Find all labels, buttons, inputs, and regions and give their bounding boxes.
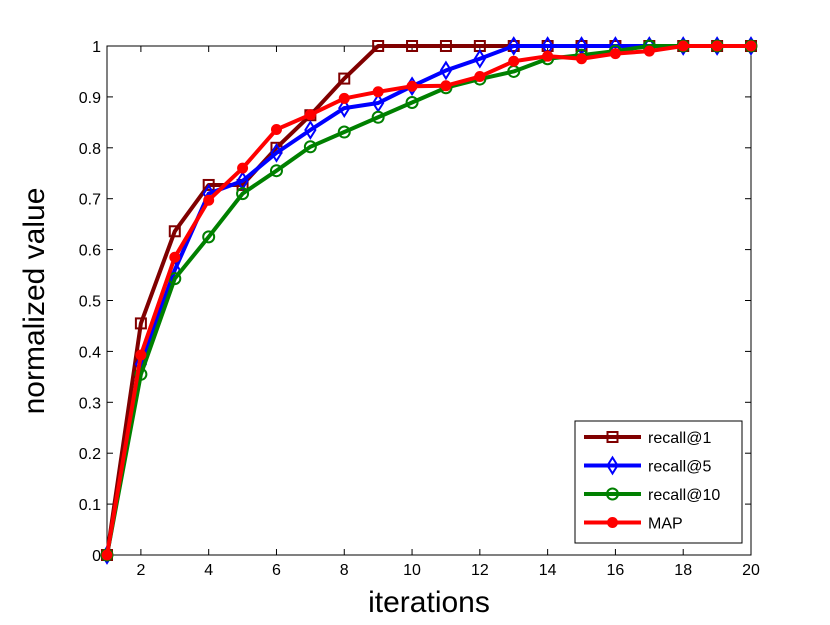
y-tick-label: 0.8	[79, 141, 101, 158]
y-tick-label: 0.1	[79, 497, 101, 514]
y-tick-label: 0.2	[79, 446, 101, 463]
data-point-recall-10	[269, 164, 283, 178]
data-point-recall-5	[304, 120, 317, 140]
data-point-recall-5	[439, 60, 453, 81]
series-layer	[100, 36, 758, 565]
legend-item-recall-5: recall@5	[584, 455, 711, 476]
data-point-map	[542, 50, 554, 62]
data-point-recall-1	[338, 72, 351, 85]
legend-swatch-marker	[606, 455, 619, 476]
data-point-map	[609, 48, 621, 60]
x-tick-label: 20	[742, 562, 760, 579]
data-point-map	[440, 80, 452, 92]
legend-item-map: MAP	[584, 516, 683, 533]
data-point-recall-10	[303, 140, 317, 154]
y-axis-ticks: 0 0.1 0.2 0.3 0.4 0.5 0.6 0.7 0.8 0.9 1	[79, 39, 751, 565]
data-point-recall-1	[202, 178, 215, 191]
data-point-recall-10	[236, 187, 250, 201]
data-point-recall-10	[405, 95, 419, 109]
data-point-map	[576, 53, 588, 65]
data-point-recall-5	[270, 143, 283, 163]
data-point-recall-1	[406, 40, 419, 52]
legend-label: MAP	[648, 516, 683, 533]
legend-label: recall@10	[648, 487, 720, 504]
data-point-recall-10	[371, 110, 385, 124]
legend-item-recall-1: recall@1	[584, 430, 711, 447]
y-axis-title: normalized value	[18, 188, 51, 415]
data-point-map	[745, 40, 757, 52]
y-tick-label: 0.5	[79, 294, 101, 311]
data-point-map	[270, 123, 282, 135]
x-tick-label: 12	[471, 562, 489, 579]
x-tick-label: 6	[272, 562, 281, 579]
data-point-map	[338, 92, 350, 104]
data-point-recall-1	[439, 40, 452, 52]
y-tick-label: 1	[92, 39, 101, 56]
legend-item-recall-10: recall@10	[584, 487, 720, 504]
y-tick-label: 0.3	[79, 395, 101, 412]
x-tick-label: 16	[607, 562, 625, 579]
data-point-recall-5	[338, 98, 351, 118]
data-point-recall-1	[168, 225, 181, 238]
data-point-map	[643, 45, 655, 57]
series-map	[101, 40, 757, 561]
y-tick-label: 0.9	[79, 90, 101, 107]
legend-swatch-marker	[606, 487, 619, 501]
data-point-map	[677, 40, 689, 52]
data-point-map	[169, 251, 181, 263]
data-point-map	[508, 55, 520, 67]
y-tick-label: 0	[92, 548, 101, 565]
data-point-recall-1	[134, 317, 147, 330]
data-point-map	[711, 40, 723, 52]
data-point-map	[304, 109, 316, 121]
legend-label: recall@1	[648, 430, 711, 447]
y-tick-label: 0.7	[79, 192, 101, 209]
legend-label: recall@5	[648, 459, 711, 476]
data-point-recall-5	[473, 48, 487, 69]
data-point-recall-1	[372, 40, 385, 52]
data-point-map	[101, 549, 113, 561]
legend-swatch-marker	[607, 517, 618, 528]
x-tick-label: 14	[539, 562, 557, 579]
x-tick-label: 2	[136, 562, 145, 579]
data-point-recall-5	[507, 36, 520, 56]
x-axis-title: iterations	[368, 586, 490, 619]
x-tick-label: 4	[204, 562, 213, 579]
data-point-map	[203, 194, 215, 206]
data-point-map	[406, 80, 418, 92]
legend: recall@1 recall@5 recall@10 MAP	[574, 420, 743, 544]
data-point-map	[474, 71, 486, 83]
legend-swatch-marker	[606, 431, 619, 443]
data-point-map	[237, 162, 249, 174]
data-point-map	[135, 349, 147, 361]
x-tick-label: 10	[403, 562, 421, 579]
series-line-map	[105, 44, 751, 556]
data-point-recall-10	[202, 230, 216, 244]
y-tick-label: 0.4	[79, 344, 101, 361]
x-tick-label: 18	[674, 562, 692, 579]
data-point-recall-10	[134, 367, 148, 381]
y-tick-label: 0.6	[79, 243, 101, 260]
x-tick-label: 8	[340, 562, 349, 579]
data-point-recall-10	[337, 125, 351, 139]
data-point-map	[372, 86, 384, 98]
